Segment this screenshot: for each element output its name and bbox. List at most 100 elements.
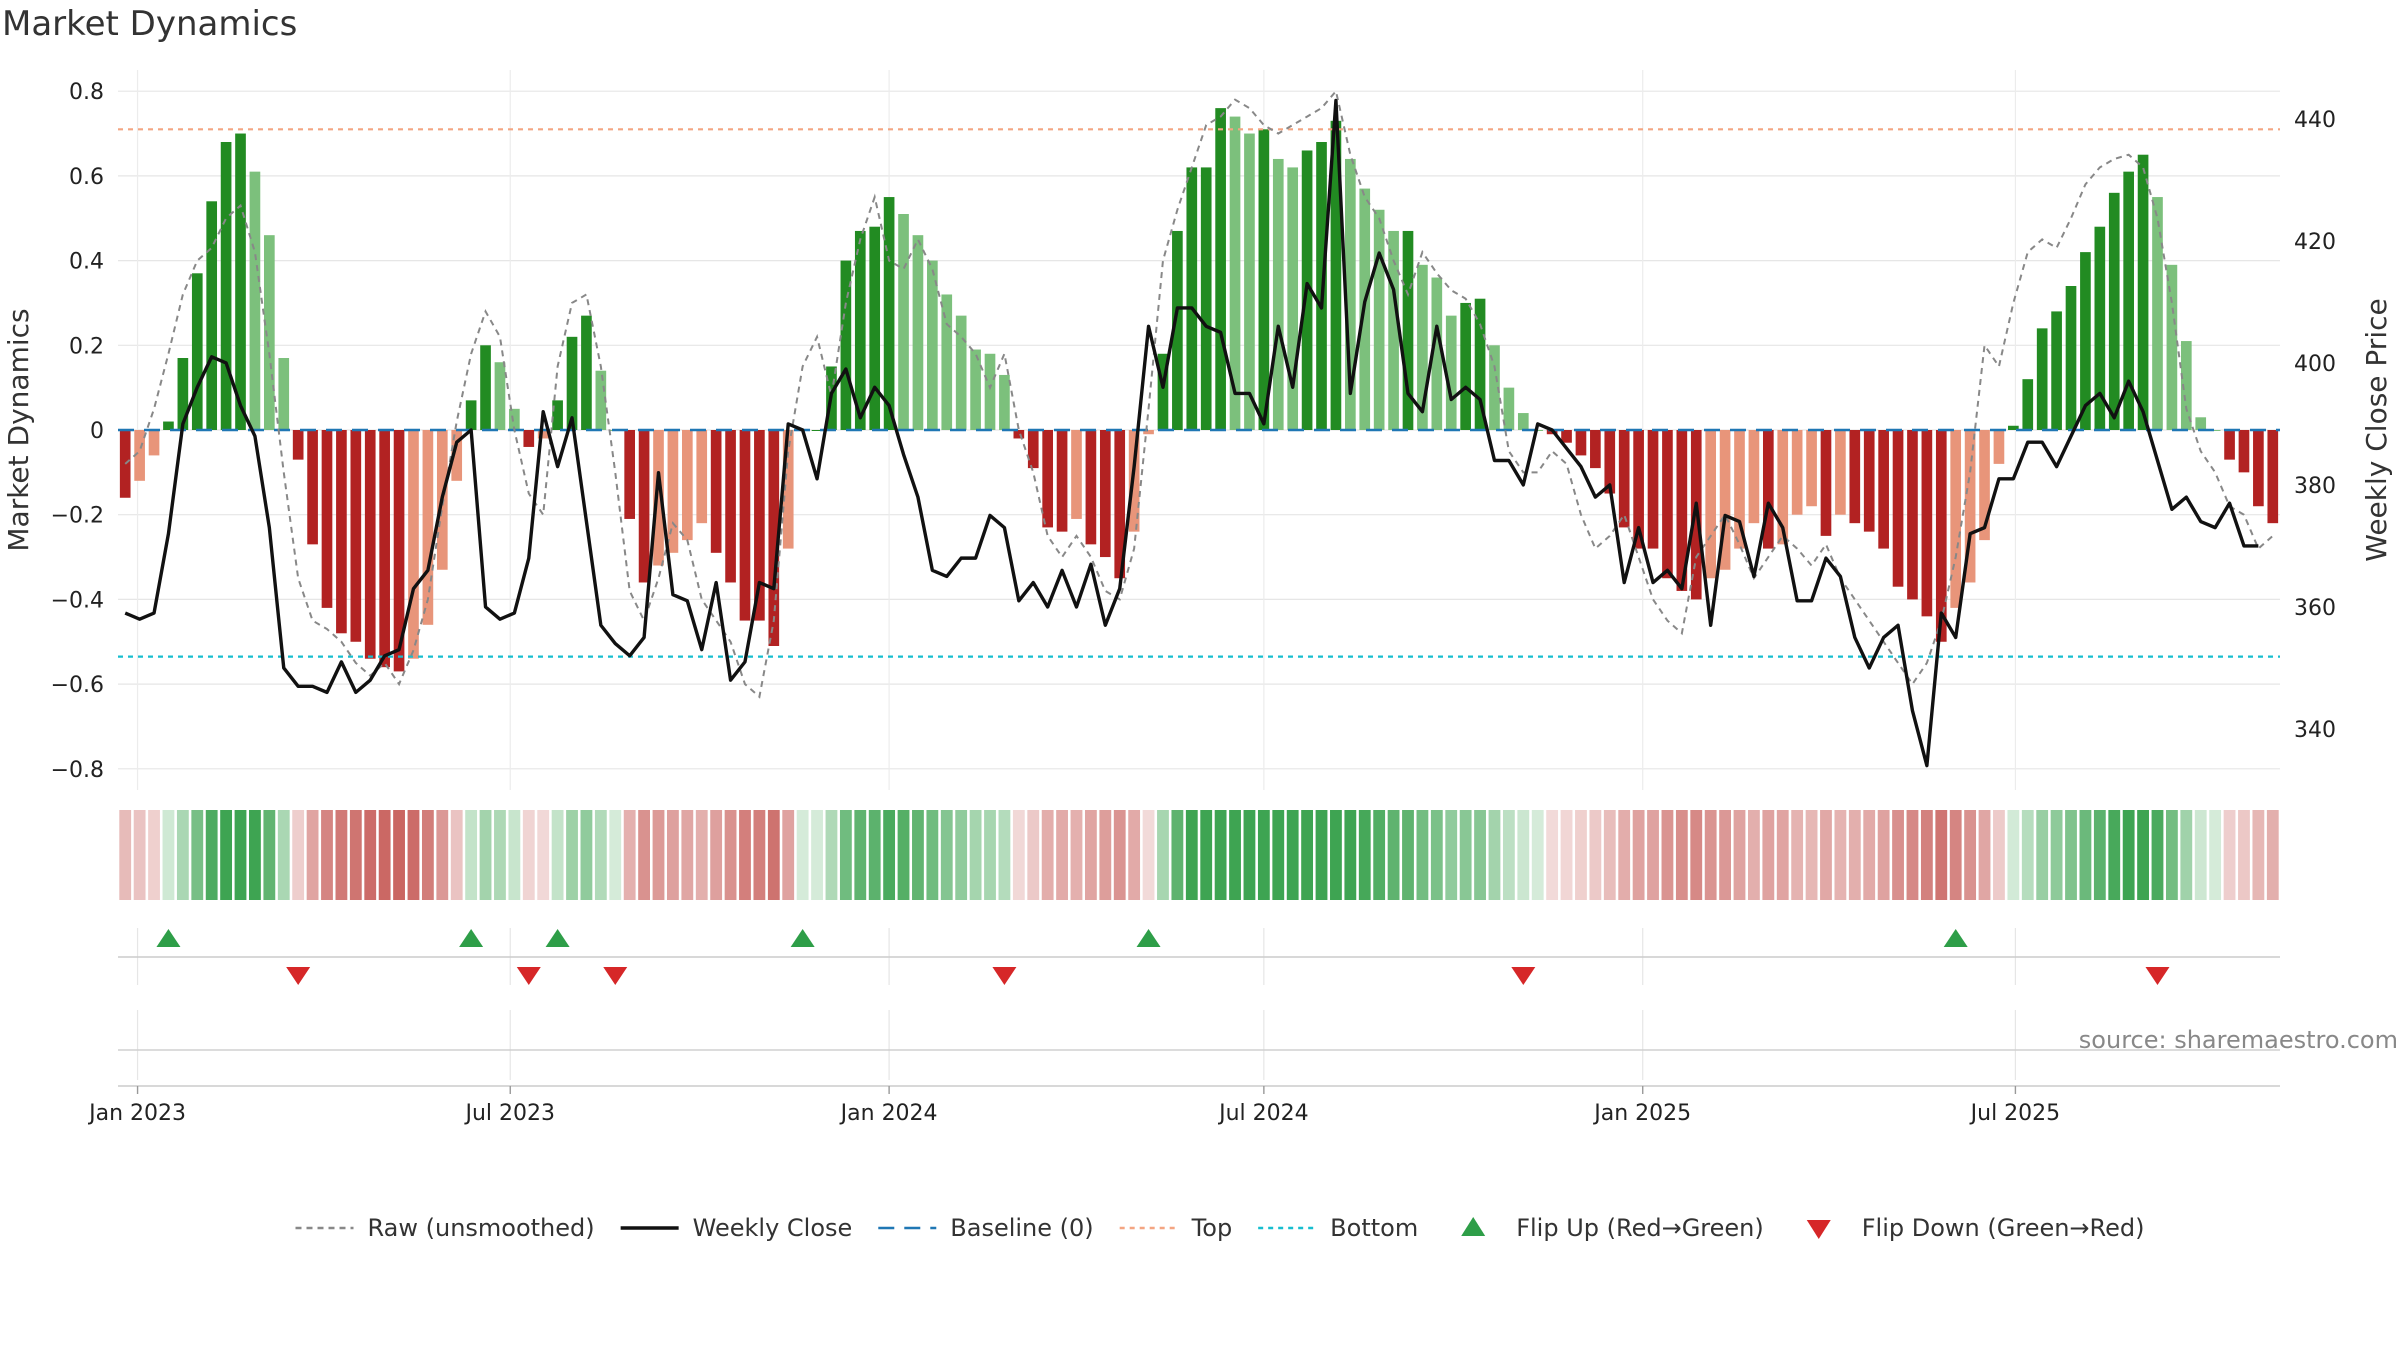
legend-item: Top [1119, 1214, 1232, 1242]
regime-band-cell [1661, 810, 1674, 900]
md-bar [2051, 311, 2062, 430]
md-bar [350, 430, 362, 642]
x-tick-label: Jan 2023 [87, 1101, 186, 1126]
md-bar [1460, 302, 1471, 430]
regime-band-cell [364, 810, 377, 900]
regime-band-cell [811, 810, 823, 900]
md-bar [1157, 353, 1169, 430]
md-bar [1604, 430, 1616, 494]
md-bar [811, 430, 823, 431]
md-bar [869, 226, 881, 430]
md-bar [1445, 315, 1457, 430]
md-bar [970, 349, 981, 430]
md-bar [163, 421, 174, 430]
regime-band-cell [2108, 810, 2121, 900]
regime-band-cell [883, 810, 896, 900]
regime-band-cell [1560, 810, 1573, 900]
regime-band-cell [2194, 810, 2207, 900]
regime-band-cell [1056, 810, 1068, 900]
md-bar [321, 430, 333, 608]
flip-down-marker [1511, 967, 1536, 985]
md-bar [1590, 430, 1601, 469]
regime-band-cell [1805, 810, 1818, 900]
md-bar [1027, 430, 1039, 469]
md-bar [134, 430, 145, 481]
md-bar [292, 430, 304, 460]
md-bar [710, 430, 722, 553]
regime-band-cell [1185, 810, 1198, 900]
regime-band-cell [897, 810, 910, 900]
regime-band-cell [1863, 810, 1876, 900]
regime-band-cell [2252, 810, 2265, 900]
regime-band-cell [335, 810, 348, 900]
md-bar [2238, 430, 2250, 473]
regime-band-cell [479, 810, 492, 900]
md-bar [941, 294, 953, 430]
regime-band-cell [1157, 810, 1169, 900]
regime-band-cell [767, 810, 780, 900]
regime-band-cell [1041, 810, 1054, 900]
regime-band-cell [1733, 810, 1746, 900]
y-tick-label: 0 [90, 419, 104, 444]
md-bar [494, 362, 506, 430]
md-bar [1013, 430, 1025, 439]
md-bar [177, 358, 189, 430]
md-bar [1172, 230, 1183, 430]
regime-band-cell [1920, 810, 1933, 900]
md-bar [1935, 430, 1947, 642]
regime-band-cell [249, 810, 261, 900]
regime-band-cell [191, 810, 204, 900]
legend-label: Bottom [1330, 1214, 1418, 1242]
regime-band-cell [1834, 810, 1847, 900]
md-bar [638, 430, 650, 583]
y-tick-label: 0.2 [69, 334, 104, 359]
regime-band-cell [1546, 810, 1559, 900]
md-bar [1791, 430, 1803, 515]
flip-up-marker [1943, 929, 1968, 947]
md-bar [206, 201, 218, 430]
x-tick-label: Jul 2025 [1969, 1101, 2061, 1126]
regime-band-cell [1214, 810, 1227, 900]
legend-item: Raw (unsmoothed) [295, 1214, 595, 1242]
md-bar [2166, 264, 2178, 430]
regime-band-cell [119, 810, 132, 900]
regime-band-cell [1171, 810, 1184, 900]
regime-band-cell [1762, 810, 1775, 900]
regime-band-cell [2093, 810, 2106, 900]
regime-band-cell [955, 810, 968, 900]
regime-band-cell [292, 810, 305, 900]
md-bar [1993, 430, 2005, 464]
regime-band-cell [2223, 810, 2236, 900]
regime-band-cell [1632, 810, 1645, 900]
flip-up-marker [545, 929, 570, 947]
md-bar [422, 430, 434, 625]
md-bar [2224, 430, 2235, 460]
md-bar [2008, 425, 2019, 430]
md-bar [595, 370, 607, 430]
x-tick-label: Jul 2024 [1217, 1101, 1309, 1126]
md-bar [1647, 430, 1659, 549]
regime-band-cell [407, 810, 420, 900]
regime-band-cell [969, 810, 982, 900]
regime-band-cell [1502, 810, 1515, 900]
md-bar [523, 430, 535, 447]
y2-axis-label: Weekly Close Price [2360, 298, 2393, 561]
md-bar [1431, 277, 1443, 430]
md-bar [1143, 430, 1154, 435]
regime-band-cell [724, 810, 737, 900]
legend-item: Flip Down (Green→Red) [1806, 1214, 2145, 1242]
regime-band-cell [1286, 810, 1299, 900]
regime-band-cell [580, 810, 593, 900]
regime-band-cell [594, 810, 607, 900]
md-bar [840, 260, 852, 430]
regime-band-cell [2180, 810, 2193, 900]
regime-band-cell [710, 810, 723, 900]
regime-band-cell [2137, 810, 2149, 900]
regime-band-cell [162, 810, 175, 900]
legend-item: Bottom [1258, 1214, 1418, 1242]
regime-band-cell [652, 810, 665, 900]
md-bar [1272, 158, 1284, 431]
md-bar [264, 235, 275, 430]
md-bar [566, 336, 578, 430]
flip-down-marker [2145, 967, 2170, 985]
